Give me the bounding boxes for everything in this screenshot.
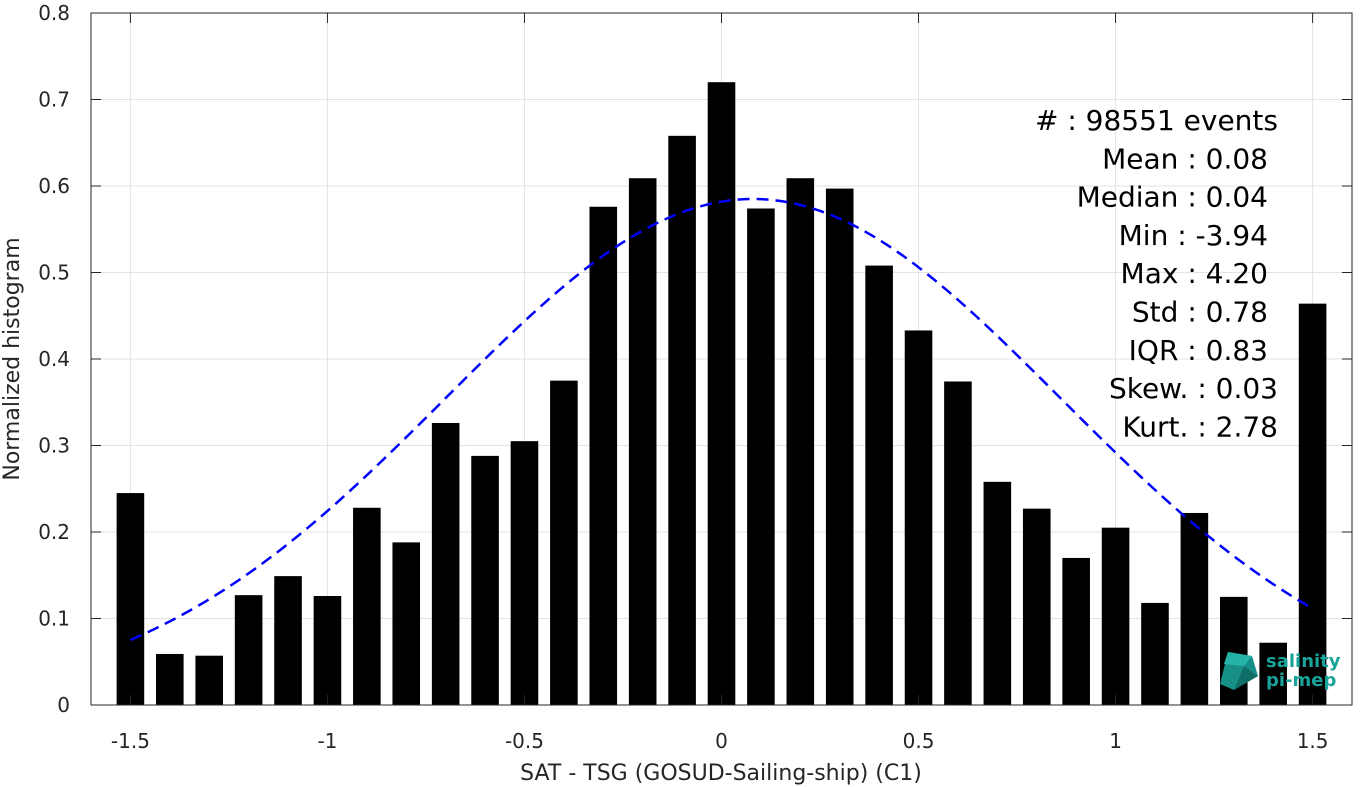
y-axis-label: Normalized histogram (0, 237, 25, 480)
y-tick-label: 0.6 (38, 174, 70, 198)
y-tick-label: 0.4 (38, 347, 70, 371)
y-axis-ticks: 0 0.1 0.2 0.3 0.4 0.5 0.6 0.7 0.8 (38, 1, 1352, 717)
histogram-bar (1062, 557, 1090, 705)
histogram-bar (1298, 303, 1327, 705)
salinity-pi-mep-logo: salinity pi-mep (1220, 651, 1341, 691)
histogram-bar (510, 441, 539, 705)
logo-text-line1: salinity (1266, 651, 1341, 672)
x-tick-label: -0.5 (505, 729, 544, 753)
x-tick-label: 1.5 (1297, 729, 1329, 753)
y-tick-label: 0.8 (38, 1, 70, 25)
histogram-bar (786, 178, 815, 706)
stats-line: Std : 0.78 (1132, 296, 1268, 329)
histogram-bar (983, 481, 1012, 705)
x-axis-ticks: -1.5 -1 -0.5 0 0.5 1 1.5 (111, 13, 1329, 753)
histogram-bar (1259, 642, 1287, 705)
histogram-bar (313, 596, 342, 705)
histogram-bar (156, 653, 184, 705)
histogram-bar (116, 493, 145, 705)
histogram-bar (274, 576, 302, 705)
stats-line: Skew. : 0.03 (1109, 372, 1278, 405)
y-tick-label: 0.3 (38, 434, 70, 458)
stats-line: Max : 4.20 (1121, 257, 1268, 290)
histogram-bar (1101, 527, 1130, 705)
histogram-bar (1022, 508, 1051, 705)
x-tick-label: 0 (715, 729, 728, 753)
histogram-bar (944, 381, 972, 705)
histogram-bar (865, 265, 893, 705)
stats-line: # : 98551 events (1035, 104, 1278, 137)
histogram-bar (353, 507, 381, 705)
histogram-bar (234, 595, 263, 705)
y-tick-label: 0.5 (38, 261, 70, 285)
histogram-bar (747, 208, 775, 706)
statistics-annotation: # : 98551 events Mean : 0.08 Median : 0.04… (1035, 104, 1278, 443)
x-tick-label: -1 (317, 729, 337, 753)
logo-text-line2: pi-mep (1266, 670, 1336, 691)
x-tick-label: -1.5 (111, 729, 150, 753)
y-tick-label: 0.1 (38, 607, 70, 631)
y-tick-label: 0.2 (38, 520, 70, 544)
x-tick-label: 0.5 (903, 729, 935, 753)
histogram-bar (471, 455, 499, 705)
histogram-bar (195, 655, 224, 705)
y-tick-label: 0.7 (38, 88, 70, 112)
histogram-bar (550, 380, 578, 705)
x-axis-label: SAT - TSG (GOSUD-Sailing-ship) (C1) (520, 761, 922, 786)
histogram-bar (668, 135, 696, 705)
histogram-bars (116, 82, 1327, 706)
y-tick-label: 0 (57, 693, 70, 717)
stats-line: Kurt. : 2.78 (1122, 410, 1278, 443)
stats-line: Mean : 0.08 (1102, 142, 1268, 175)
histogram-bar (707, 82, 736, 705)
stats-line: Median : 0.04 (1077, 181, 1268, 214)
histogram-bar (1141, 602, 1169, 705)
cube-icon (1220, 652, 1258, 690)
x-tick-label: 1 (1109, 729, 1122, 753)
stats-line: IQR : 0.83 (1129, 334, 1268, 367)
histogram-bar (431, 423, 460, 705)
histogram-bar (904, 330, 933, 705)
histogram-bar (825, 188, 854, 706)
gaussian-fit-curve (129, 197, 1314, 642)
stats-line: Min : -3.94 (1119, 219, 1268, 252)
histogram-bar (628, 178, 657, 706)
histogram-bar (589, 206, 618, 705)
histogram-bar (392, 542, 421, 705)
histogram-bar (1180, 512, 1209, 705)
